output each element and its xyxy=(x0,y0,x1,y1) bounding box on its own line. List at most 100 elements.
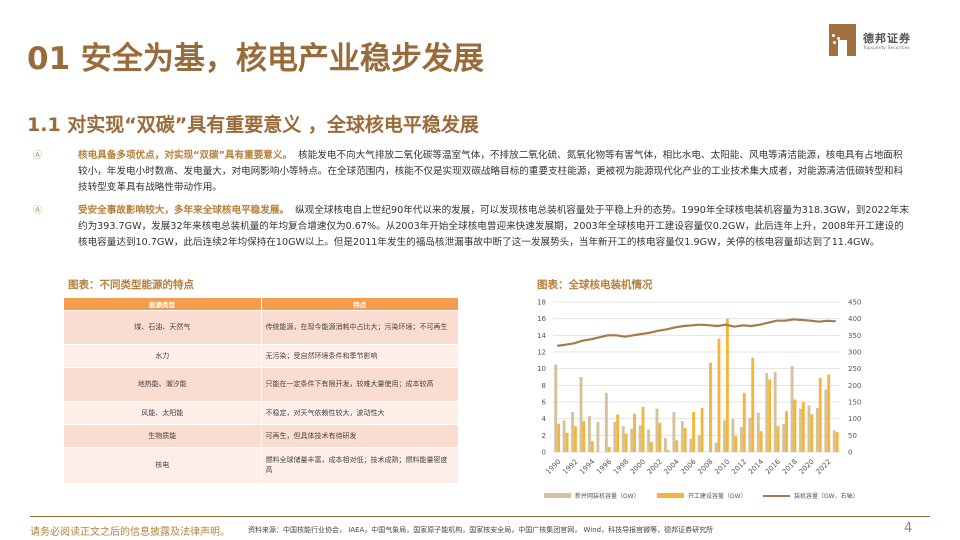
table-row: 风能、太阳能 不稳定，对天气依赖性较大，波动性大 xyxy=(63,400,459,425)
y-axis-tick-right: 0 xyxy=(848,449,852,457)
bar-construction-start xyxy=(709,362,712,452)
x-axis-tick: 2006 xyxy=(679,457,698,476)
y-axis-tick-left: 2 xyxy=(542,432,546,440)
footer-source: 资料来源：中国核能行业协会， IAEA，中国气象局，国家原子能机构，国家核安全局… xyxy=(248,526,714,534)
x-axis-tick: 2002 xyxy=(646,458,664,476)
legend-swatch xyxy=(544,493,571,498)
legend-item-installed-capacity: 装机容量（GW，右轴） xyxy=(763,491,859,500)
bar-grid-connected xyxy=(824,389,828,452)
y-axis-tick-right: 150 xyxy=(848,399,861,407)
bar-construction-start xyxy=(751,357,755,452)
bar-construction-start xyxy=(607,447,611,452)
y-axis-tick-right: 300 xyxy=(848,349,861,357)
table-row: 地热能、潮汐能 只能在一定条件下有限开发，较难大量使用；成本较高 xyxy=(63,366,459,402)
bar-grid-connected xyxy=(756,412,760,452)
legend-item-construction-start: 开工建设容量（GW） xyxy=(657,491,747,500)
bar-construction-start xyxy=(785,411,788,452)
bar-grid-connected xyxy=(596,422,600,452)
bar-grid-connected xyxy=(739,427,743,452)
bar-construction-start xyxy=(590,441,594,452)
bar-grid-connected xyxy=(697,435,701,452)
bar-grid-connected xyxy=(571,412,575,452)
bar-construction-start xyxy=(557,423,561,452)
bullet-icon: Ⓐ xyxy=(33,151,43,161)
line-installed-capacity xyxy=(557,318,836,347)
bar-construction-start xyxy=(649,442,653,452)
table-row: 核电 燃料全球储量丰富，成本相对低；技术成熟；燃料能量密度高 xyxy=(63,446,459,484)
bar-grid-connected xyxy=(613,422,617,452)
x-axis-tick: 1996 xyxy=(595,457,614,476)
bar-construction-start xyxy=(810,414,814,452)
x-axis-tick: 1992 xyxy=(561,458,579,476)
bar-construction-start xyxy=(725,318,729,452)
bullet-lead: 受安全事故影响较大，多年来全球核电平稳发展。 xyxy=(78,205,290,216)
bar-construction-start xyxy=(641,407,645,452)
x-axis-tick: 2020 xyxy=(798,458,816,476)
bar-grid-connected xyxy=(672,412,676,452)
company-logo: 德邦证券 Topsperity Securities xyxy=(829,24,911,56)
table-row: 煤、石油、天然气 传统能源，在现今能源消耗中占比大；污染环境；不可再生 xyxy=(63,309,459,345)
footer-disclaimer: 请务必阅读正文之后的信息披露及法律声明。 xyxy=(30,527,230,538)
bar-construction-start xyxy=(827,374,831,452)
legend-swatch xyxy=(763,494,790,497)
bullet-lead: 核电具备多项优点，对实现“双碳”具有重要意义。 xyxy=(78,150,293,161)
bar-construction-start xyxy=(574,426,577,452)
bar-construction-start xyxy=(734,436,738,452)
bar-construction-start xyxy=(675,440,679,452)
bar-grid-connected xyxy=(714,442,718,452)
bullet-icon: Ⓐ xyxy=(33,206,43,216)
x-axis-tick: 2018 xyxy=(781,458,799,476)
table-header: 能源类型 xyxy=(63,298,262,310)
page-number: 4 xyxy=(904,521,913,536)
bar-construction-start xyxy=(717,338,721,452)
y-axis-tick-left: 16 xyxy=(537,315,546,323)
bar-grid-connected xyxy=(604,392,608,452)
legend-swatch xyxy=(657,493,684,498)
leopard-logo-icon xyxy=(829,24,856,56)
y-axis-tick-left: 14 xyxy=(537,332,546,340)
y-axis-tick-left: 12 xyxy=(537,349,546,357)
bullet-list: Ⓐ 核电具备多项优点，对实现“双碳”具有重要意义。 核能发电不向大气排放二氧化碳等… xyxy=(30,148,910,258)
x-axis-tick: 2022 xyxy=(814,458,832,476)
bar-grid-connected xyxy=(723,420,726,452)
y-axis-tick-left: 18 xyxy=(537,299,546,307)
bar-grid-connected xyxy=(807,405,811,452)
bar-construction-start xyxy=(624,433,628,452)
bar-construction-start xyxy=(666,450,670,452)
bar-construction-start xyxy=(700,407,704,452)
x-axis-tick: 2012 xyxy=(730,458,748,476)
table-header: 特点 xyxy=(261,298,459,310)
x-axis-tick: 1990 xyxy=(544,458,562,476)
bar-grid-connected xyxy=(680,421,684,452)
bar-grid-connected xyxy=(554,364,558,452)
y-axis-tick-left: 0 xyxy=(542,449,546,457)
table-caption: 图表：不同类型能源的特点 xyxy=(68,279,194,291)
bar-construction-start xyxy=(582,421,586,452)
bullet-item: Ⓐ 受安全事故影响较大，多年来全球核电平稳发展。 纵观全球核电自上世纪90年代以来… xyxy=(30,203,910,251)
y-axis-tick-right: 400 xyxy=(848,315,861,323)
x-axis-tick: 1998 xyxy=(612,458,630,476)
section-subtitle: 1.1 对实现“双碳”具有重要意义 ，全球核电平稳发展 xyxy=(27,114,479,136)
y-axis-tick-left: 6 xyxy=(542,399,547,407)
bar-construction-start xyxy=(818,377,822,452)
bar-construction-start xyxy=(616,414,620,452)
bar-grid-connected xyxy=(689,438,693,452)
bar-grid-connected xyxy=(579,377,583,452)
bar-grid-connected xyxy=(782,423,786,452)
y-axis-tick-right: 100 xyxy=(848,415,861,423)
page-title: 01 安全为基，核电产业稳步发展 xyxy=(27,41,484,77)
logo-name-cn: 德邦证券 xyxy=(863,31,911,45)
bar-construction-start xyxy=(742,392,746,452)
table-row: 生物质能 可再生，但具体技术有待研发 xyxy=(63,423,459,448)
x-axis-tick: 2010 xyxy=(713,458,731,476)
bar-grid-connected xyxy=(630,428,634,452)
y-axis-tick-left: 8 xyxy=(542,382,546,390)
bar-grid-connected xyxy=(773,372,777,452)
bar-construction-start xyxy=(759,431,763,452)
y-axis-tick-right: 450 xyxy=(848,299,861,307)
bullet-body: 纵观全球核电自上世纪90年代以来的发展，可以发现核电总装机容量处于平稳上升的态势… xyxy=(78,205,909,248)
bullet-item: Ⓐ 核电具备多项优点，对实现“双碳”具有重要意义。 核能发电不向大气排放二氧化碳等… xyxy=(30,148,910,196)
bar-construction-start xyxy=(692,412,696,452)
bullet-body: 核能发电不向大气排放二氧化碳等温室气体，不排放二氧化硫、氮氧化物等有害气体，相比… xyxy=(78,150,904,193)
